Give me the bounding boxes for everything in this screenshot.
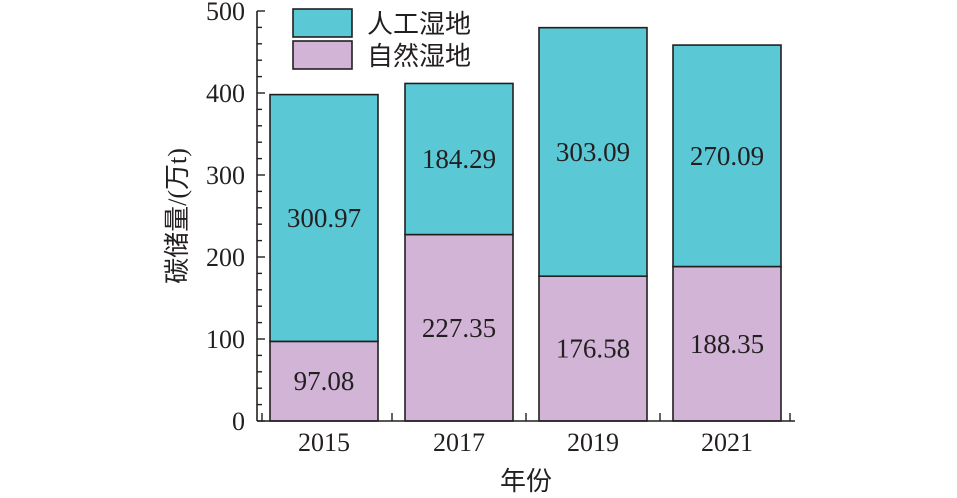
data-label-natural-2017: 227.35 — [422, 313, 496, 343]
y-tick-label: 500 — [206, 0, 245, 26]
axes-group: 0 100 200 300 400 500 2015 2017 2019 2021 年份 碳储量/(万… — [163, 0, 795, 496]
legend-swatch — [292, 8, 353, 38]
data-label-artificial-2021: 270.09 — [690, 141, 764, 171]
y-tick-label: 100 — [206, 325, 245, 354]
legend-label: 人工湿地 — [367, 10, 471, 39]
bar-artificial-2021 — [672, 44, 782, 268]
legend-label: 自然湿地 — [367, 42, 471, 71]
bar-natural-2015 — [269, 340, 379, 422]
data-label-artificial-2019: 303.09 — [556, 137, 630, 167]
bar-artificial-2017 — [404, 82, 514, 236]
data-label-natural-2019: 176.58 — [556, 334, 630, 364]
data-label-artificial-2017: 184.29 — [422, 144, 496, 174]
y-tick-label: 0 — [232, 407, 245, 436]
data-label-natural-2015: 97.08 — [294, 366, 355, 396]
data-label-natural-2021: 188.35 — [690, 329, 764, 359]
x-axis-title: 年份 — [500, 467, 552, 496]
bar-artificial-2015 — [269, 93, 379, 343]
y-tick-label: 300 — [206, 161, 245, 190]
y-tick-label: 200 — [206, 243, 245, 272]
x-tick-label: 2019 — [567, 428, 619, 457]
y-tick-label: 400 — [206, 79, 245, 108]
data-label-artificial-2015: 300.97 — [287, 203, 361, 233]
data-labels-group: 97.08 300.97 227.35 184.29 176.58 303.09 188.3… — [287, 137, 764, 396]
legend-swatch — [292, 40, 353, 70]
x-tick-label: 2021 — [701, 428, 753, 457]
y-axis-title: 碳储量/(万t) — [163, 148, 192, 284]
bars-group — [269, 26, 782, 422]
x-tick-label: 2017 — [433, 428, 485, 457]
bar-artificial-2019 — [538, 26, 648, 278]
x-tick-label: 2015 — [298, 428, 350, 457]
bar-natural-2019 — [538, 275, 648, 422]
